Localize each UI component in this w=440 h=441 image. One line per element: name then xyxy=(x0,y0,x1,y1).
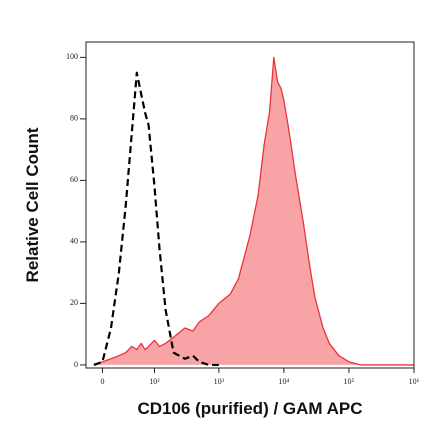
y-axis-title: Relative Cell Count xyxy=(23,127,42,282)
series-line xyxy=(93,71,219,367)
y-tick-label: 40 xyxy=(70,237,78,246)
x-tick-label: 10⁴ xyxy=(278,377,289,386)
plot-area xyxy=(93,56,414,367)
y-tick-label: 80 xyxy=(70,114,78,123)
x-axis-title: CD106 (purified) / GAM APC xyxy=(137,399,362,418)
y-tick-label: 20 xyxy=(70,298,78,307)
area-fill xyxy=(93,57,414,365)
y-tick-label: 60 xyxy=(70,175,78,184)
x-tick-label: 0 xyxy=(100,377,104,386)
plot-frame xyxy=(85,41,415,369)
x-tick-label: 10⁵ xyxy=(344,377,355,386)
y-tick-label: 0 xyxy=(74,360,78,369)
y-tick-label: 100 xyxy=(66,52,78,61)
x-tick-label: 10³ xyxy=(214,377,225,386)
x-tick-label: 10² xyxy=(149,377,160,386)
x-tick-label: 10⁶ xyxy=(409,377,420,386)
series-line xyxy=(93,56,414,366)
